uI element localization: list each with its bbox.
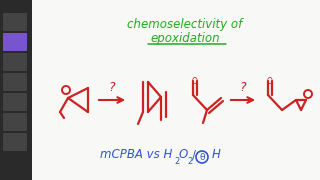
Text: ?: ? [240,81,246,94]
FancyBboxPatch shape [3,53,27,71]
Text: H: H [212,148,221,161]
Text: mCPBA vs H: mCPBA vs H [100,148,172,161]
Text: /: / [192,148,196,161]
Text: O: O [267,77,273,86]
Text: θ: θ [199,153,205,162]
Bar [0,0,32,180]
FancyBboxPatch shape [3,93,27,111]
FancyBboxPatch shape [3,113,27,131]
FancyBboxPatch shape [3,33,27,51]
Text: O: O [192,77,198,86]
Text: epoxidation: epoxidation [150,32,220,45]
Text: 2: 2 [174,156,179,165]
FancyBboxPatch shape [3,13,27,31]
Text: O: O [179,148,188,161]
Text: 2: 2 [187,156,192,165]
Text: chemoselectivity of: chemoselectivity of [127,18,243,31]
FancyBboxPatch shape [3,33,27,51]
FancyBboxPatch shape [3,133,27,151]
FancyBboxPatch shape [3,73,27,91]
Text: ?: ? [109,81,115,94]
